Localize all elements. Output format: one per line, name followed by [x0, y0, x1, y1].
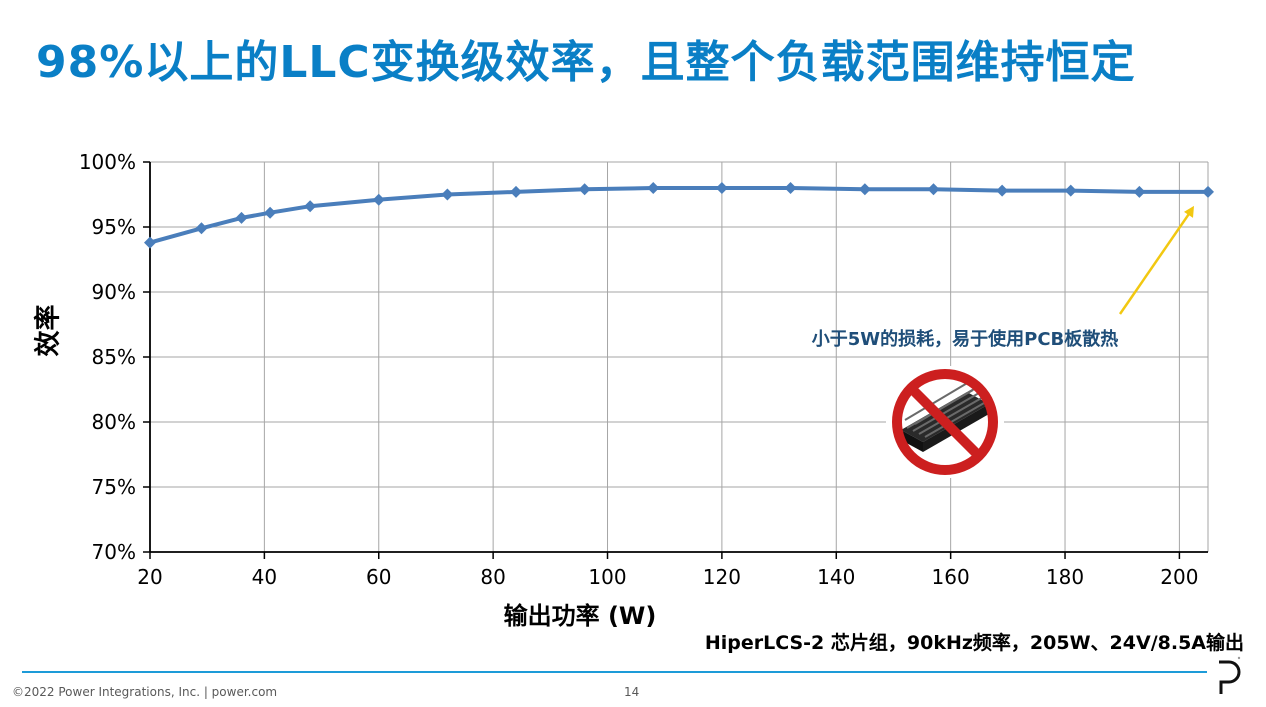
slide-title: 98%以上的LLC变换级效率，且整个负载范围维持恒定: [36, 37, 1136, 88]
data-point: [1133, 185, 1146, 198]
chart-ticks: 70% 75% 80% 85% 90% 95% 100% 20 40 60 80 100 120 140 1…: [79, 150, 1199, 589]
chart-series: [144, 182, 1214, 249]
data-point: [510, 185, 523, 198]
x-tick-label: 140: [817, 565, 855, 589]
data-point: [1064, 184, 1077, 197]
footer-copyright: ©2022 Power Integrations, Inc. | power.c…: [12, 685, 278, 699]
series-line: [149, 186, 1208, 245]
y-tick-label: 80%: [92, 410, 136, 434]
arrow-head: [1184, 205, 1194, 218]
footer-divider: [22, 671, 1207, 673]
x-tick-label: 160: [932, 565, 970, 589]
data-point: [1202, 185, 1214, 198]
x-tick-label: 180: [1046, 565, 1084, 589]
data-point: [441, 188, 454, 201]
y-tick-label: 90%: [92, 280, 136, 304]
y-tick-label: 70%: [92, 540, 136, 564]
arrow-shaft: [1118, 210, 1193, 315]
power-integrations-logo-icon: [1219, 656, 1241, 694]
data-point: [715, 182, 728, 194]
y-tick-label: 75%: [92, 475, 136, 499]
callout-text: 小于5W的损耗，易于使用PCB板散热: [811, 329, 1119, 350]
y-tick-label: 100%: [79, 150, 136, 174]
page-number: 14: [624, 685, 640, 699]
x-axis-label: 输出功率 (W): [503, 602, 657, 630]
callout-arrow: [1118, 205, 1194, 315]
y-tick-label: 85%: [92, 345, 136, 369]
x-tick-label: 80: [480, 565, 505, 589]
x-tick-label: 40: [252, 565, 277, 589]
data-point: [578, 183, 591, 196]
data-point: [372, 193, 385, 206]
x-tick-label: 20: [137, 565, 162, 589]
data-point: [784, 182, 797, 194]
chart-grid: [150, 161, 1209, 552]
data-point: [647, 182, 660, 194]
x-tick-label: 100: [588, 565, 626, 589]
x-tick-label: 200: [1160, 565, 1198, 589]
no-heatsink-icon: [886, 366, 1004, 478]
spec-text: HiperLCS-2 芯片组，90kHz频率，205W、24V/8.5A输出: [704, 632, 1244, 654]
y-axis-label: 效率: [33, 303, 64, 357]
x-tick-label: 60: [366, 565, 391, 589]
data-point: [144, 236, 156, 249]
y-tick-label: 95%: [92, 215, 136, 239]
data-point: [195, 222, 208, 235]
x-tick-label: 120: [703, 565, 741, 589]
data-point: [858, 183, 871, 196]
data-point: [996, 184, 1009, 197]
data-point: [235, 211, 248, 224]
data-point: [304, 200, 317, 213]
data-point: [927, 183, 940, 196]
data-point: [264, 206, 277, 219]
